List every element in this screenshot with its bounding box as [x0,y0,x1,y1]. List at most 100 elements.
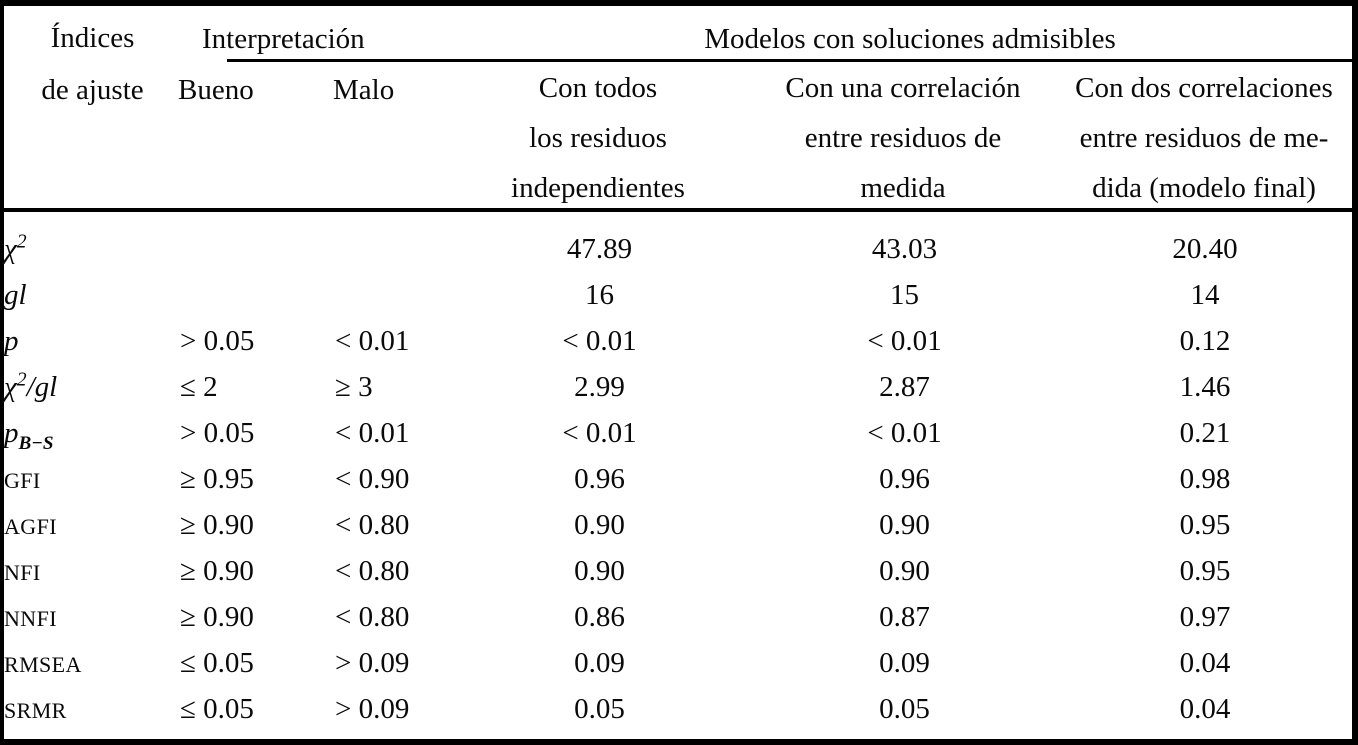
row-label-gfi: GFI [4,456,180,502]
table-cell: 0.90 [574,508,625,541]
table-cell: 43.03 [871,232,938,265]
col-header-bueno: Bueno [178,74,254,106]
table-cell: < 0.01 [867,416,942,449]
table-row: GFI ≥ 0.95 < 0.90 0.96 0.96 0.98 [4,456,1353,502]
group-header-modelos: Modelos con soluciones admisibles [704,23,1116,55]
table-cell: 0.90 [879,508,930,541]
table-cell: 0.05 [574,692,625,725]
table-cell: > 0.09 [335,646,410,679]
table-right-border [1352,0,1358,745]
row-label-sup: 2 [16,229,27,252]
table-cell: 1.46 [1179,370,1231,403]
row-label-sub: B−S [18,432,54,454]
table-cell [335,272,447,318]
row-label-gl: gl [4,272,180,318]
table-row: χ2 47.89 43.03 20.40 [4,226,1353,272]
col-header-malo: Malo [333,74,395,106]
table-cell: < 0.01 [562,416,637,449]
table-cell: 0.09 [879,646,930,679]
table-cell: 0.04 [1179,692,1231,725]
row-label-text: gl [4,278,27,311]
table-row: NFI ≥ 0.90 < 0.80 0.90 0.90 0.95 [4,548,1353,594]
table-cell: 0.96 [879,462,930,495]
table-cell: 0.97 [1179,600,1231,633]
table-cell: 0.95 [1179,554,1231,587]
table-cell: ≥ 0.95 [180,462,254,495]
table-cell: < 0.01 [335,416,410,449]
row-label-text: χ [4,232,17,265]
row-label-text: GFI [4,467,41,493]
table-row: χ2/gl ≤ 2 ≥ 3 2.99 2.87 1.46 [4,364,1353,410]
table-cell: 0.09 [574,646,625,679]
table-cell: 0.05 [879,692,930,725]
table-cell: > 0.09 [335,692,410,725]
row-label-text: NNFI [4,605,57,631]
table-cell: < 0.80 [335,554,410,587]
table-cell: 0.98 [1179,462,1231,495]
table-row: pB−S > 0.05 < 0.01 < 0.01 < 0.01 0.21 [4,410,1353,456]
table-cell: ≤ 0.05 [180,646,254,679]
table-cell: ≥ 0.90 [180,508,254,541]
table-cell: 0.04 [1179,646,1231,679]
table-cell: < 0.80 [335,508,410,541]
table-cell: 20.40 [1172,232,1238,265]
table-row: p > 0.05 < 0.01 < 0.01 < 0.01 0.12 [4,318,1353,364]
table-cell: 0.95 [1179,508,1231,541]
col-header-model3: Con dos correlaciones entre residuos de … [1075,72,1333,204]
table-cell: > 0.05 [180,416,255,449]
table-cell: 2.99 [574,370,625,403]
table-cell [180,226,335,272]
col-header-model2: Con una correlación entre residuos de me… [785,72,1021,204]
table-bottom-border [0,739,1358,745]
table-cell: ≤ 0.05 [180,692,254,725]
row-label-rmsea: RMSEA [4,640,180,686]
row-label-srmr: SRMR [4,686,180,732]
table-top-border [0,0,1358,6]
table-cell [180,272,335,318]
row-label-text: AGFI [4,513,57,539]
col-header-indices-line2: de ajuste [41,74,144,106]
table-cell: ≥ 0.90 [180,600,254,633]
table-cell: 0.96 [574,462,625,495]
group-header-interpretacion: Interpretación [202,23,365,55]
row-label-text: p [4,324,19,357]
table-cell: 16 [585,278,614,311]
table-cell: < 0.01 [335,324,410,357]
table-cell: 14 [1190,278,1220,311]
row-label-agfi: AGFI [4,502,180,548]
row-label-chi2-gl: χ2/gl [4,364,180,410]
row-label-chi2: χ2 [4,226,180,272]
table-cell: > 0.05 [180,324,255,357]
row-label-text: χ [4,370,17,403]
table-cell: < 0.80 [335,600,410,633]
row-label-text: SRMR [4,697,67,723]
header-separator-rule [0,208,1358,212]
row-label-text: NFI [4,559,41,585]
table-cell: 0.90 [574,554,625,587]
row-label-text: p [4,416,19,449]
table-row: gl 16 15 14 [4,272,1353,318]
table-body: χ2 47.89 43.03 20.40 gl 16 15 14 p > 0.0… [4,226,1353,732]
table-cell: 47.89 [566,232,633,265]
table-cell: 0.90 [879,554,930,587]
table-cell: 0.21 [1179,416,1231,449]
table-row: RMSEA ≤ 0.05 > 0.09 0.09 0.09 0.04 [4,640,1353,686]
table-cell: < 0.01 [867,324,942,357]
table-cell [335,226,447,272]
row-label-p: p [4,318,180,364]
table-cell: 15 [890,278,919,311]
table-cell: < 0.90 [335,462,410,495]
row-label-text: RMSEA [4,651,82,677]
table-cell: 0.86 [574,600,625,633]
table-cell: 2.87 [879,370,930,403]
table-cell: 0.87 [879,600,930,633]
group-header-rule [227,59,1353,62]
row-label-nfi: NFI [4,548,180,594]
table-left-border [0,0,4,745]
table-cell: ≥ 0.90 [180,554,254,587]
table-row: AGFI ≥ 0.90 < 0.80 0.90 0.90 0.95 [4,502,1353,548]
row-label-p-bs: pB−S [4,410,180,456]
table-row: NNFI ≥ 0.90 < 0.80 0.86 0.87 0.97 [4,594,1353,640]
col-header-model1: Con todos los residuos independientes [511,72,685,204]
